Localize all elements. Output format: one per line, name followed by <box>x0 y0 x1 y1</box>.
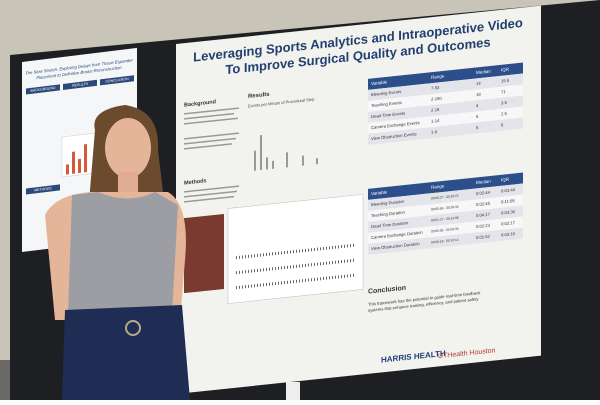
face <box>105 118 151 178</box>
table-row <box>368 106 523 134</box>
table-cell: 7-53 <box>431 85 440 91</box>
table-row <box>368 95 523 123</box>
person <box>45 105 190 400</box>
section-heading: Methods <box>184 178 207 186</box>
section-heading: Results <box>248 92 270 100</box>
table-cell: Dead Time Duration <box>371 220 409 229</box>
table-cell: 2.5 <box>501 111 507 117</box>
table-row <box>368 205 523 233</box>
table-cell: 0:02:17 <box>501 220 516 227</box>
table-cell: 0:03:44 <box>501 187 516 194</box>
table-cell: View Obstruction Events <box>371 131 417 141</box>
table-cell: 0:03:10 <box>501 231 516 238</box>
table-cell: Bleeding Duration <box>371 199 405 208</box>
pants <box>62 305 190 400</box>
left-section-bar <box>63 79 97 90</box>
table-cell: 00:00:05 - 00:03:34 <box>431 227 459 234</box>
section-heading: Conclusion <box>368 285 406 296</box>
table-cell: Teaching Duration <box>371 210 405 219</box>
table-cell: 0:03:30 <box>501 209 516 216</box>
table-header <box>368 172 523 200</box>
table-cell: 1-14 <box>431 118 440 124</box>
table-cell: 15.5 <box>501 78 510 84</box>
table-cell: 4 <box>476 103 479 108</box>
table-row <box>368 183 523 211</box>
table-cell: 0:02:45 <box>476 201 491 208</box>
table-header-cell: IQR <box>501 177 510 183</box>
table-cell: Bleeding Events <box>371 89 401 97</box>
table-row <box>368 73 523 101</box>
cup <box>286 382 300 400</box>
left-section-heading: BACKGROUND <box>31 86 56 93</box>
timeline-marks <box>236 243 356 290</box>
top <box>68 192 178 315</box>
table-cell: 14 <box>476 81 481 87</box>
table-cell: 0:02:23 <box>476 223 491 230</box>
table-row <box>368 194 523 222</box>
table-cell: 5 <box>476 114 479 119</box>
table-cell: View Obstruction Duration <box>371 241 420 251</box>
table-cell: 00:01:27 - 00:14:08 <box>431 216 459 223</box>
results-chart <box>254 134 318 171</box>
table-row <box>368 216 523 244</box>
table-cell: 2-18 <box>431 107 440 113</box>
table-cell: 5 <box>476 125 479 130</box>
main-poster: Leveraging Sports Analytics and Intraope… <box>176 5 541 394</box>
belt-buckle <box>125 320 141 336</box>
table-cell: 0:02:44 <box>476 190 491 197</box>
neck <box>118 172 138 194</box>
table-cell: 00:00:18 - 00:10:14 <box>431 238 459 245</box>
left-section-bar <box>26 184 60 195</box>
table-header <box>368 62 523 90</box>
table-cell: Camera Exchange Events <box>371 120 420 130</box>
table-header-cell: IQR <box>501 67 510 73</box>
table-cell: 1-9 <box>431 129 438 135</box>
table-row <box>368 227 523 255</box>
table-header-cell: Variable <box>371 189 388 196</box>
table-cell: 00:00:27 - 00:20:23 <box>431 194 459 201</box>
table-header-cell: Variable <box>371 79 388 86</box>
left-section-bar <box>100 75 134 86</box>
left-section-heading: METHODS <box>34 186 52 192</box>
table-cell: Teaching Events <box>371 100 402 108</box>
left-section-heading: CONCLUSION <box>105 77 129 84</box>
table-cell: 00:00:56 - 00:39:34 <box>431 205 459 212</box>
table-cell: 2-150 <box>431 96 442 102</box>
table-cell: 0:04:17 <box>476 212 491 219</box>
table-row <box>368 84 523 112</box>
table-row <box>368 117 523 145</box>
timeline-figure <box>227 194 364 304</box>
section-heading: Background <box>184 99 216 108</box>
table-cell: Camera Exchange Duration <box>371 230 423 240</box>
left-section-bar <box>26 84 60 95</box>
table-header-cell: Median <box>476 179 491 186</box>
table-cell: Dead Time Events <box>371 111 405 120</box>
left-section-heading: RESULTS <box>72 82 88 88</box>
table-header-cell: Range <box>431 183 445 189</box>
table-cell: 0:01:52 <box>476 234 491 241</box>
table-cell: 6 <box>501 122 504 127</box>
table-cell: 18 <box>476 92 481 98</box>
table-cell: 71 <box>501 89 506 95</box>
table-cell: 0:11:05 <box>501 198 515 204</box>
left-bars <box>66 144 87 175</box>
table-cell: 3.5 <box>501 100 507 106</box>
table-header-cell: Median <box>476 69 491 76</box>
body-text <box>184 107 239 203</box>
surgical-image <box>184 213 224 294</box>
table-header-cell: Range <box>431 73 445 79</box>
